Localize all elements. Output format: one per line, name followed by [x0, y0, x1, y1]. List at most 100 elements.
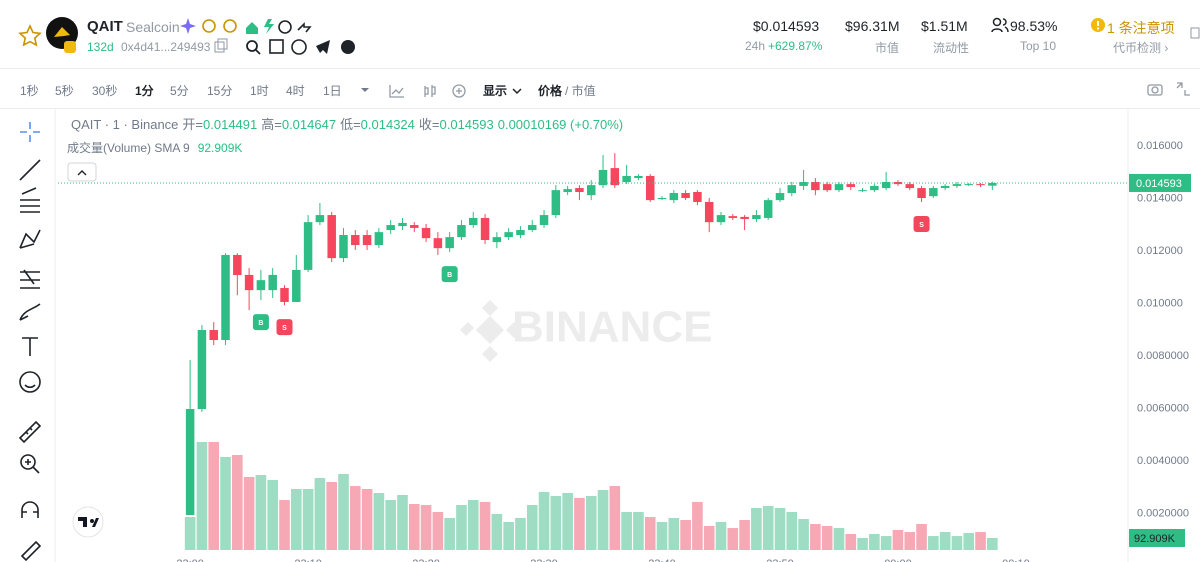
toolbar-right-icons[interactable] — [1146, 81, 1194, 97]
candle-body — [881, 182, 891, 189]
volume-bar — [302, 488, 314, 550]
candle-body — [469, 217, 478, 226]
display-menu[interactable]: 显示 — [483, 84, 508, 98]
x-tick-label: 00:00 — [884, 558, 912, 562]
favorite-star[interactable] — [18, 24, 42, 48]
volume-bar — [963, 532, 975, 550]
volume-bar — [526, 505, 538, 550]
change-label: 24h — [745, 39, 766, 53]
volume-legend-value: 92.909K — [198, 141, 243, 155]
volume-bar — [220, 456, 231, 550]
volume-bar — [987, 537, 998, 550]
link-icons[interactable] — [214, 38, 359, 56]
candle-body — [197, 330, 207, 410]
candle-body — [704, 201, 714, 223]
collapse-button[interactable] — [67, 162, 97, 182]
market-cap-label: 市值 — [875, 41, 900, 55]
trade-marker-label: S — [282, 325, 287, 332]
volume-bar — [680, 520, 691, 550]
volume-bar — [184, 517, 196, 550]
candle-body — [374, 232, 384, 245]
x-tick-label: 23:40 — [648, 558, 676, 562]
social-icons[interactable] — [180, 16, 315, 36]
x-tick-label: 23:00 — [176, 558, 204, 562]
volume-bar — [444, 517, 455, 550]
toolbar-icons[interactable] — [358, 84, 618, 98]
candle-body — [516, 230, 525, 236]
collapse-icon — [77, 170, 87, 176]
token-address: 0x4d41...249493 — [121, 40, 211, 54]
volume-bar — [515, 517, 526, 550]
candle-body — [421, 227, 431, 239]
candle-body — [551, 190, 561, 216]
interval[interactable]: 30秒 — [92, 84, 118, 98]
change: +629.87% — [768, 39, 823, 53]
alert[interactable]: 1 条注意项 — [1107, 18, 1175, 38]
candle-body — [586, 185, 596, 196]
volume-bar — [349, 486, 361, 550]
candle-body — [221, 254, 230, 340]
volume-bar — [550, 495, 562, 550]
volume-bar — [408, 503, 420, 550]
volume-bar — [420, 505, 432, 550]
trade-marker — [252, 314, 269, 331]
candle-body — [386, 225, 395, 231]
volume-bar — [338, 474, 349, 550]
volume-bar — [668, 517, 680, 550]
mcap-toggle[interactable]: / 市值 — [565, 84, 596, 98]
volume-bar — [939, 532, 951, 550]
y-tick-label: 0.0020000 — [1137, 507, 1189, 519]
volume-bar — [916, 524, 927, 550]
legend-item: 开= — [182, 117, 203, 132]
candle-body — [480, 217, 490, 241]
token-logo — [46, 17, 78, 53]
volume-bar — [385, 499, 396, 550]
volume-bar — [208, 441, 220, 550]
legend: QAIT · 1 · Binance 开=0.014491 高=0.014647 低=… — [71, 117, 623, 132]
token-symbol: QAIT — [87, 18, 123, 35]
interval[interactable]: 15分 — [207, 84, 233, 98]
candle-body — [976, 184, 985, 186]
volume-bar — [609, 486, 621, 550]
volume-bar — [892, 529, 904, 550]
price-toggle[interactable]: 价格 — [538, 84, 563, 98]
x-tick-label: 00:10 — [1002, 558, 1030, 562]
token-check[interactable]: 代币检测 › — [1113, 41, 1169, 55]
interval[interactable]: 1日 — [323, 84, 342, 98]
candle-body — [492, 237, 502, 243]
candle-body — [598, 169, 608, 186]
candle-body — [763, 200, 773, 218]
x-tick-label: 23:10 — [294, 558, 322, 562]
candle-body — [233, 254, 242, 276]
interval[interactable]: 1分 — [135, 84, 154, 98]
volume-bar — [314, 478, 326, 550]
volume-tag-label: 92.909K — [1134, 533, 1176, 545]
trade-marker-label: S — [919, 222, 924, 229]
volume-bar — [762, 505, 774, 550]
candle-body — [268, 274, 277, 291]
candle-body — [433, 238, 443, 249]
legend-item: 收= — [419, 117, 440, 132]
volume-bar — [232, 455, 243, 550]
interval[interactable]: 1时 — [250, 84, 269, 98]
volume-bar — [727, 528, 739, 550]
volume-bar — [279, 499, 290, 550]
interval[interactable]: 1秒 — [20, 84, 39, 98]
token-name: Sealcoin — [126, 19, 180, 35]
alert-icon — [1091, 18, 1105, 32]
volume-bar — [821, 525, 833, 550]
legend-item: 0.00010169 (+0.70%) — [498, 117, 623, 132]
tv-logo — [72, 506, 104, 538]
candle-body — [527, 225, 537, 231]
legend-item: 0.014491 — [203, 117, 257, 132]
candle-body — [185, 409, 195, 516]
copy-icon[interactable] — [1188, 27, 1200, 41]
interval[interactable]: 5秒 — [55, 84, 74, 98]
volume-bar — [491, 513, 503, 550]
legend-item: 0.014324 — [361, 117, 415, 132]
interval[interactable]: 5分 — [170, 84, 189, 98]
interval[interactable]: 4时 — [286, 84, 305, 98]
candle-body — [292, 269, 301, 302]
liquidity-label: 流动性 — [933, 41, 970, 55]
volume-bar — [798, 518, 809, 550]
